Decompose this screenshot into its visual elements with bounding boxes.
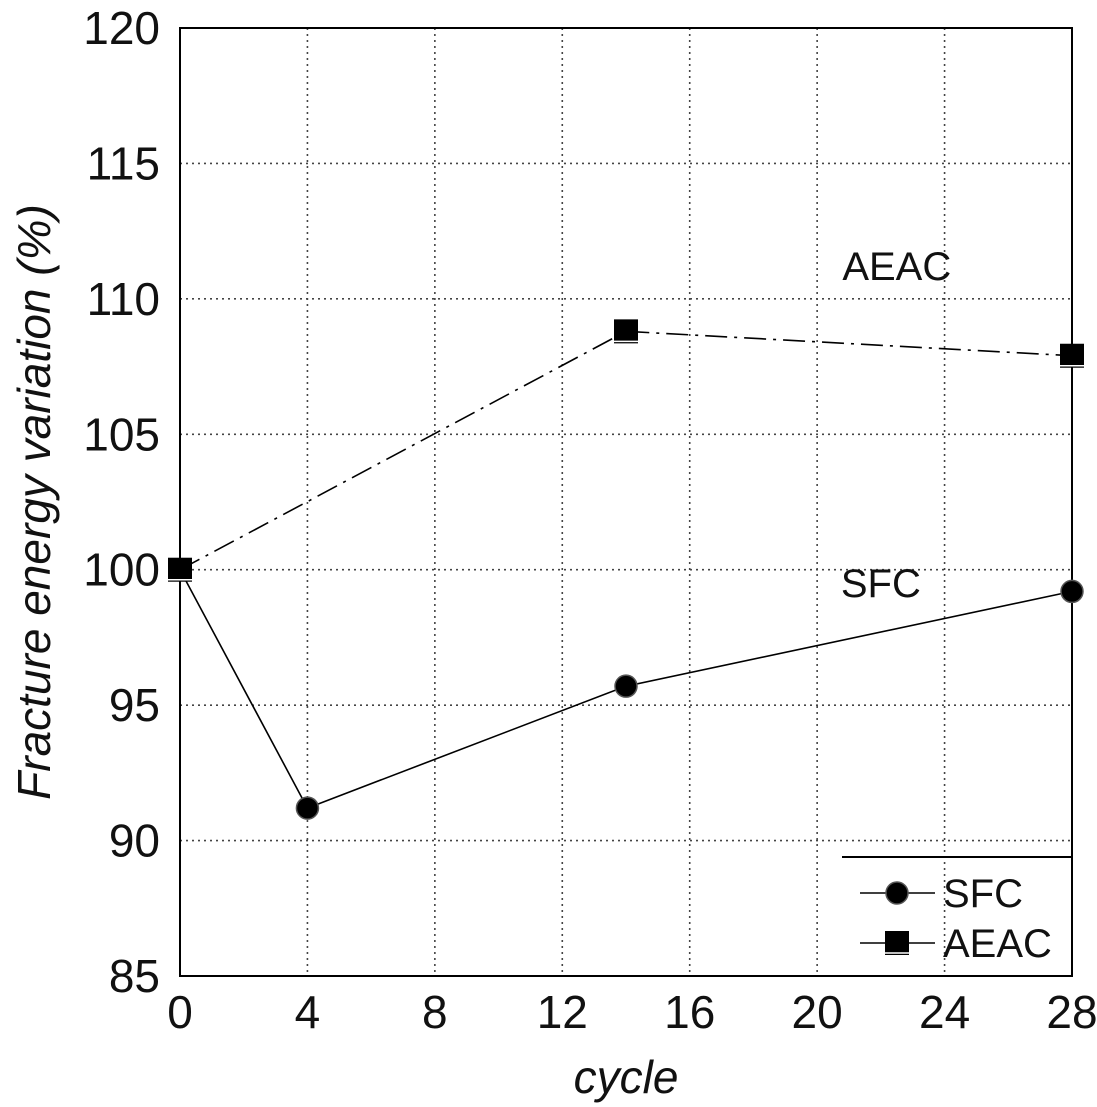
series-sfc xyxy=(168,557,1084,820)
legend-label-sfc: SFC xyxy=(943,872,1023,916)
annotation-aeac: AEAC xyxy=(842,245,951,289)
annotation-sfc: SFC xyxy=(841,562,921,606)
sfc-point-1 xyxy=(295,796,320,820)
legend-marker-sfc xyxy=(885,881,909,905)
legend-marker-aeac xyxy=(885,931,909,955)
aeac-point-1 xyxy=(614,319,638,344)
y-tick-label-100: 100 xyxy=(83,544,160,596)
x-tick-label-4: 4 xyxy=(295,986,321,1038)
aeac-line xyxy=(179,330,1073,571)
y-axis-title: Fracture energy variation (%) xyxy=(8,204,60,800)
y-tick-label-105: 105 xyxy=(83,408,160,460)
aeac-point-0 xyxy=(168,557,192,582)
legend-entry-aeac: AEAC xyxy=(860,922,1052,966)
y-tick-label-90: 90 xyxy=(109,815,160,867)
x-tick-label-28: 28 xyxy=(1046,986,1097,1038)
x-tick-label-20: 20 xyxy=(792,986,843,1038)
series-aeac xyxy=(168,319,1084,582)
axis-ticks: 0 4 8 12 16 20 24 28 85 90 95 100 105 110 115 120 xyxy=(83,2,1097,1038)
aeac-point-2 xyxy=(1060,343,1084,368)
x-tick-label-24: 24 xyxy=(919,986,970,1038)
sfc-point-2 xyxy=(614,674,638,698)
legend: SFC AEAC xyxy=(842,856,1072,966)
annotations: AEAC SFC xyxy=(841,245,951,606)
x-tick-label-16: 16 xyxy=(664,986,715,1038)
y-tick-label-115: 115 xyxy=(87,137,160,189)
grid xyxy=(180,28,1072,976)
y-tick-label-110: 110 xyxy=(87,273,160,325)
x-axis-title: cycle xyxy=(574,1051,679,1103)
sfc-point-3 xyxy=(1060,579,1084,604)
x-tick-label-12: 12 xyxy=(537,986,588,1038)
legend-label-aeac: AEAC xyxy=(943,922,1052,966)
y-tick-label-95: 95 xyxy=(109,679,160,731)
series-group xyxy=(168,319,1084,820)
legend-entry-sfc: SFC xyxy=(860,872,1023,916)
sfc-line xyxy=(179,569,1073,810)
plot-area-frame xyxy=(179,27,1073,977)
x-tick-label-8: 8 xyxy=(422,986,448,1038)
y-tick-label-120: 120 xyxy=(83,2,160,54)
x-tick-label-0: 0 xyxy=(167,986,193,1038)
y-tick-label-85: 85 xyxy=(109,950,160,1002)
